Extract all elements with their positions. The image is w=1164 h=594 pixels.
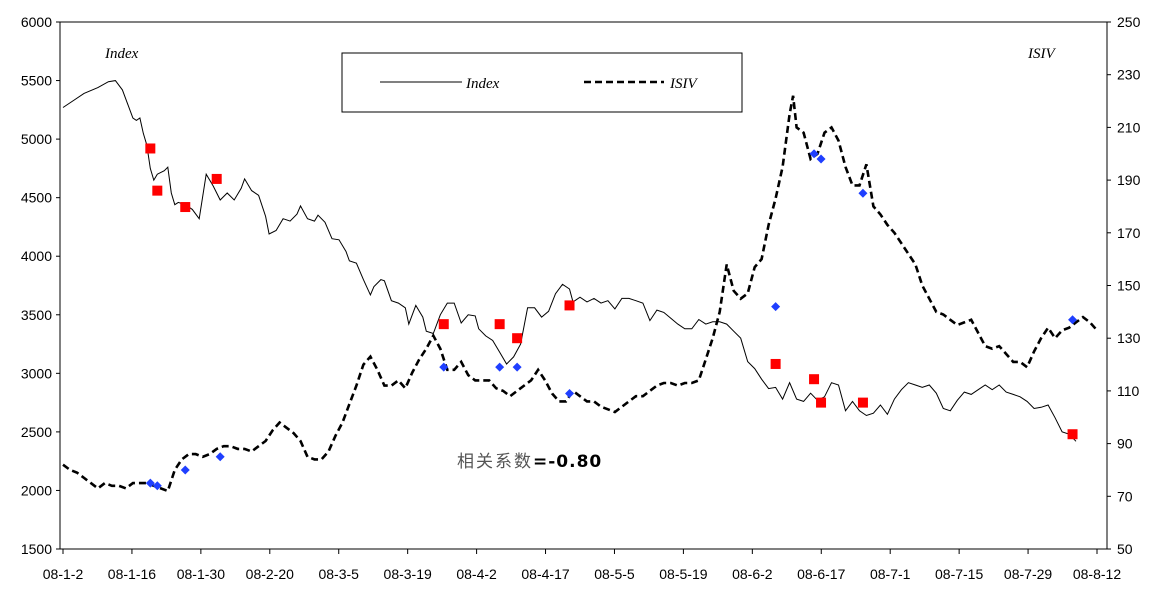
blue-diamond-marker [771,302,781,312]
left-axis-ticks: 1500 2000 2500 3000 3500 4000 4500 5000 5500 6000 [21,14,60,557]
right-axis-label: ISIV [1027,46,1056,62]
blue-diamond-marker [495,362,505,372]
right-tick-label: 50 [1117,541,1133,557]
legend-isiv-label: ISIV [669,76,698,92]
right-tick-label: 70 [1117,488,1133,504]
red-square-marker [1067,429,1078,440]
left-tick-label: 2000 [21,482,52,498]
right-tick-label: 250 [1117,14,1141,30]
blue-diamond-marker [152,481,162,491]
x-tick-label: 08-6-17 [797,566,845,582]
red-square-marker [152,185,163,196]
x-tick-label: 08-1-30 [177,566,225,582]
red-square-marker [438,319,449,330]
legend: Index ISIV [341,52,743,113]
red-square-marker [857,397,868,408]
x-tick-label: 08-8-12 [1073,566,1121,582]
left-axis-label: Index [104,46,139,62]
right-tick-label: 190 [1117,172,1141,188]
right-tick-label: 130 [1117,330,1141,346]
x-tick-label: 08-5-19 [659,566,707,582]
left-tick-label: 3500 [21,307,52,323]
blue-diamond-marker [809,149,819,159]
right-tick-label: 210 [1117,119,1141,135]
x-tick-label: 08-1-16 [108,566,156,582]
blue-diamond-marker [565,389,575,399]
left-tick-label: 5500 [21,73,52,89]
x-tick-label: 08-3-19 [384,566,432,582]
red-square-marker [512,333,523,344]
red-square-marker [564,300,575,311]
right-tick-label: 230 [1117,67,1141,83]
index-series-line [62,80,1077,442]
x-tick-label: 08-4-17 [521,566,569,582]
x-tick-label: 08-7-29 [1004,566,1052,582]
correlation-label: 相关系数 [457,452,533,472]
left-tick-label: 4500 [21,190,52,206]
right-tick-label: 150 [1117,278,1141,294]
x-tick-label: 08-5-5 [594,566,635,582]
red-square-marker [211,173,222,184]
x-tick-label: 08-3-5 [318,566,359,582]
right-axis-ticks: 50 70 90 110 130 150 170 190 210 230 250 [1107,14,1141,557]
blue-diamond-marker [816,154,826,164]
red-square-marker [770,358,781,369]
red-square-marker [816,397,827,408]
right-tick-label: 170 [1117,225,1141,241]
left-tick-label: 2500 [21,424,52,440]
x-tick-label: 08-7-1 [870,566,911,582]
x-tick-label: 08-4-2 [456,566,497,582]
blue-diamond-marker [1068,315,1078,325]
blue-diamond-marker [215,452,225,462]
blue-diamond-marker [145,478,155,488]
event-markers [145,143,1078,491]
isiv-series-line [62,95,1098,493]
correlation-annotation: 相关系数=-0.80 [457,452,602,472]
red-square-marker [809,374,820,385]
blue-diamond-marker [180,465,190,475]
red-square-marker [180,202,191,213]
x-tick-label: 08-6-2 [732,566,773,582]
x-tick-label: 08-7-15 [935,566,983,582]
left-tick-label: 5000 [21,131,52,147]
blue-diamond-marker [439,362,449,372]
blue-diamond-marker [858,188,868,198]
left-tick-label: 6000 [21,14,52,30]
right-tick-label: 110 [1117,383,1140,399]
x-tick-label: 08-2-20 [246,566,294,582]
red-square-marker [494,319,505,330]
x-axis-ticks: 08-1-2 08-1-16 08-1-30 08-2-20 08-3-5 08-3-19… [43,549,1121,582]
correlation-value: =-0.80 [533,452,602,472]
x-tick-label: 08-1-2 [43,566,84,582]
left-tick-label: 3000 [21,365,52,381]
blue-diamond-marker [512,362,522,372]
legend-index-label: Index [465,76,500,92]
right-tick-label: 90 [1117,436,1133,452]
left-tick-label: 4000 [21,248,52,264]
red-square-marker [145,143,156,154]
left-tick-label: 1500 [21,541,52,557]
